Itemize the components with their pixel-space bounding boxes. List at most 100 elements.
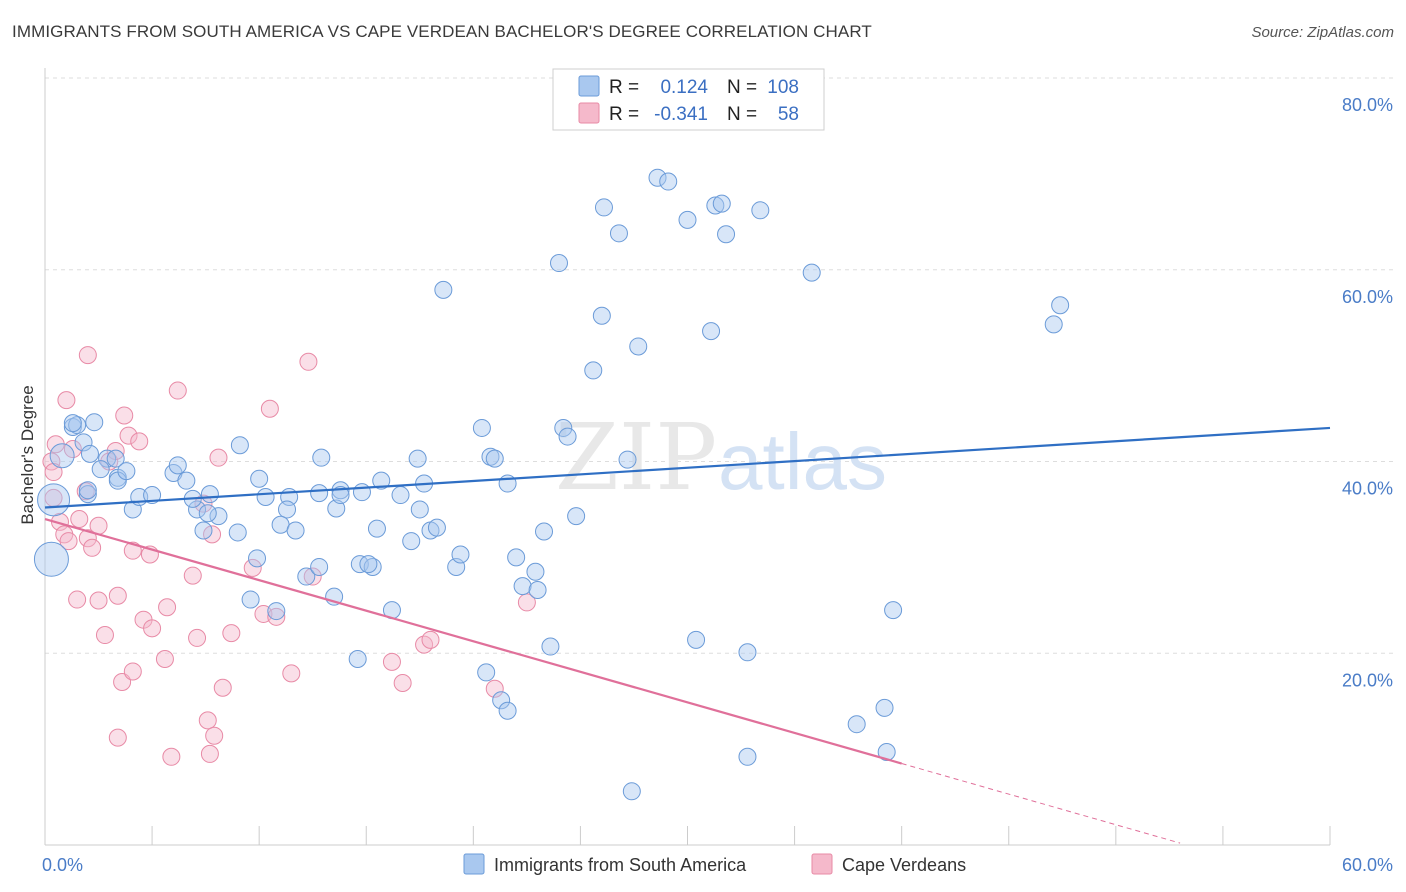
pink-point — [119, 426, 138, 445]
pink-point — [143, 619, 162, 638]
pink-point — [83, 538, 102, 557]
blue-point — [177, 471, 196, 490]
pink-point — [303, 567, 322, 586]
blue-point — [492, 691, 511, 710]
y-axis-label: Bachelor's Degree — [18, 385, 37, 524]
blue-point — [256, 487, 275, 506]
blue-point — [1051, 296, 1070, 315]
y-tick-label: 80.0% — [1342, 95, 1393, 115]
pink-point — [213, 678, 232, 697]
legend-r-label-blue: R = — [609, 77, 639, 98]
pink-points — [42, 346, 536, 766]
pink-point — [299, 352, 318, 371]
blue-point — [352, 483, 371, 502]
x-tick-label-right: 60.0% — [1342, 855, 1393, 875]
blue-point — [567, 507, 586, 526]
pink-point — [57, 391, 76, 410]
blue-point — [241, 590, 260, 609]
blue-point — [427, 518, 446, 537]
pink-point — [63, 440, 82, 459]
pink-point — [382, 652, 401, 671]
blue-point — [535, 522, 554, 541]
blue-point — [648, 168, 667, 187]
pink-point — [130, 432, 149, 451]
blue-point — [200, 485, 219, 504]
x-tick-label-left: 0.0% — [42, 855, 83, 875]
blue-point — [659, 172, 678, 191]
pink-point — [168, 381, 187, 400]
bottom-legend-blue: Immigrants from South America — [494, 855, 747, 875]
blue-point — [1044, 315, 1063, 334]
pink-trendline — [44, 517, 902, 765]
blue-point — [106, 449, 125, 468]
blue-point — [712, 194, 731, 213]
trendlines — [44, 426, 1331, 844]
blue-point — [477, 663, 496, 682]
pink-point — [70, 510, 89, 529]
blue-point — [37, 483, 71, 517]
legend-swatch-blue — [578, 75, 600, 97]
pink-point — [205, 726, 224, 745]
blue-point — [228, 523, 247, 542]
pink-point — [108, 728, 127, 747]
blue-point — [702, 322, 721, 341]
pink-point — [203, 525, 222, 544]
blue-point — [609, 224, 628, 243]
blue-point — [248, 549, 267, 568]
y-tick-label: 40.0% — [1342, 479, 1393, 499]
blue-point — [327, 499, 346, 518]
legend-r-blue: 0.124 — [660, 77, 708, 98]
blue-point — [312, 448, 331, 467]
y-tick-label: 60.0% — [1342, 287, 1393, 307]
blue-point — [286, 521, 305, 540]
blue-point — [209, 507, 228, 526]
pink-point — [89, 591, 108, 610]
pink-point — [421, 630, 440, 649]
blue-point — [678, 210, 697, 229]
legend-r-pink: -0.341 — [654, 104, 708, 125]
blue-point — [751, 201, 770, 220]
blue-point — [310, 557, 329, 576]
blue-point — [194, 521, 213, 540]
blue-point — [230, 436, 249, 455]
pink-point — [158, 598, 177, 617]
blue-point — [91, 460, 110, 479]
blue-point — [717, 225, 736, 244]
blue-point — [297, 567, 316, 586]
blue-point — [271, 515, 290, 534]
blue-point — [267, 602, 286, 621]
blue-point — [498, 701, 517, 720]
pink-point — [222, 624, 241, 643]
legend-n-label-blue: N = — [727, 77, 757, 98]
blue-point — [738, 747, 757, 766]
blue-point — [706, 196, 725, 215]
pink-point — [78, 346, 97, 365]
blue-point — [513, 577, 532, 596]
blue-points — [33, 168, 1070, 801]
blue-point — [168, 456, 187, 475]
blue-point — [528, 580, 547, 599]
blue-point — [188, 500, 207, 519]
blue-point — [74, 433, 93, 452]
pink-point — [113, 673, 132, 692]
pink-point — [123, 662, 142, 681]
tick-labels: 20.0% 40.0% 60.0% 80.0% 0.0% 60.0% — [42, 95, 1393, 875]
blue-trendline — [44, 426, 1331, 509]
blue-point — [526, 562, 545, 581]
pink-point — [59, 532, 78, 551]
blue-point — [310, 484, 329, 503]
top-legend: R = 0.124 N = 108 R = -0.341 N = 58 — [552, 68, 825, 131]
blue-point — [78, 481, 97, 500]
blue-point — [85, 413, 104, 432]
blue-point — [278, 500, 297, 519]
legend-swatch-pink — [578, 102, 600, 124]
blue-point — [402, 532, 421, 551]
bottom-legend: Immigrants from South America Cape Verde… — [463, 853, 966, 875]
blue-point — [408, 449, 427, 468]
pink-point — [267, 607, 286, 626]
blue-point — [331, 486, 350, 505]
source-credit: Source: ZipAtlas.com — [1251, 24, 1394, 41]
blue-point — [592, 306, 611, 325]
pink-point — [243, 558, 262, 577]
